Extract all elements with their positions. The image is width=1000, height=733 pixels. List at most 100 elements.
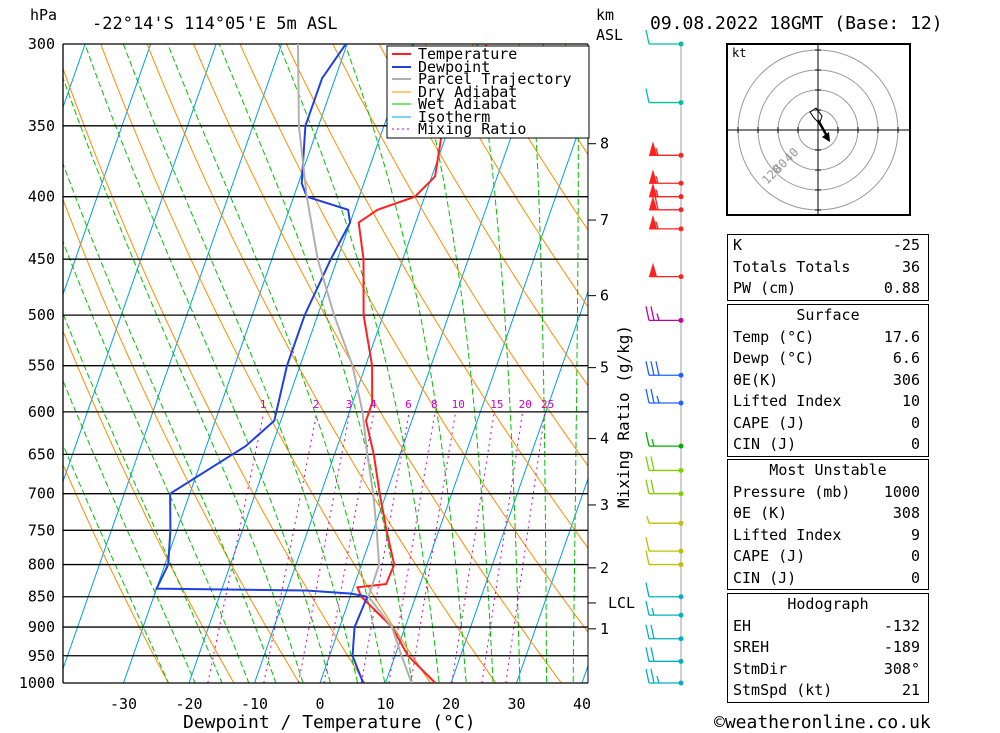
dry-adiabat-line xyxy=(63,67,366,683)
pressure-unit: hPa xyxy=(30,6,57,24)
pressure-tick-label: 350 xyxy=(28,117,55,135)
wet-adiabat-line xyxy=(167,44,386,683)
x-tick-label: -20 xyxy=(175,695,202,713)
pressure-tick-label: 900 xyxy=(28,618,55,636)
index-row: EH -132 xyxy=(733,616,920,635)
pressure-tick-label: 650 xyxy=(28,445,55,463)
wind-barb xyxy=(645,388,681,404)
index-row: K -25 xyxy=(733,236,920,254)
x-axis-label: Dewpoint / Temperature (°C) xyxy=(183,712,476,733)
height-km-label: 3 xyxy=(600,496,609,514)
wind-barb xyxy=(645,647,681,662)
indices-table-basic: K -25 Totals Totals 36 PW (cm) 0.88 xyxy=(727,234,929,301)
x-tick-label: 0 xyxy=(315,695,324,713)
wind-barb xyxy=(646,516,681,524)
height-km-label: 8 xyxy=(600,135,609,153)
mixing-ratio-label: 4 xyxy=(370,398,377,411)
wind-barb xyxy=(649,169,681,184)
wind-barb xyxy=(649,262,681,278)
x-tick-label: 40 xyxy=(573,695,591,713)
wind-barb xyxy=(645,456,681,472)
index-row: CAPE (J) 0 xyxy=(733,547,920,565)
index-row: Lifted Index 9 xyxy=(733,525,920,544)
wind-barb xyxy=(645,582,681,598)
indices-table-surface: Surface Temp (°C) 17.6 Dewp (°C) 6.6 θE(K)… xyxy=(727,304,929,457)
mixing-ratio-label: 6 xyxy=(405,398,412,411)
wet-adiabat-line xyxy=(122,44,359,683)
pressure-tick-label: 400 xyxy=(28,188,55,206)
hodograph-unit: kt xyxy=(732,46,746,60)
index-row: CAPE (J) 0 xyxy=(733,413,920,432)
legend-parcel: Parcel Trajectory xyxy=(418,70,572,88)
mixing-ratio-line xyxy=(505,411,546,683)
dry-adiabat-line xyxy=(63,198,300,683)
dry-adiabat-line xyxy=(471,44,588,231)
wind-barb xyxy=(645,361,681,376)
dry-adiabat-line xyxy=(192,44,563,683)
x-tick-label: 30 xyxy=(507,695,525,713)
x-tick-label: -30 xyxy=(110,695,137,713)
temperature-line xyxy=(355,44,488,683)
isotherm-line xyxy=(63,44,217,484)
isotherm-line xyxy=(450,290,588,683)
isotherm-line xyxy=(188,44,414,683)
hodograph-trace xyxy=(809,107,823,127)
wind-barb xyxy=(645,29,681,45)
mixing-ratio-line xyxy=(360,411,410,683)
wind-barb xyxy=(649,214,681,230)
index-row: Pressure (mb) 1000 xyxy=(733,482,920,501)
index-row: Totals Totals 36 xyxy=(733,257,920,276)
legend-wet-adiabat: Wet Adiabat xyxy=(418,95,517,113)
height-km-label: LCL xyxy=(608,594,635,612)
index-row: SREH -189 xyxy=(733,638,920,656)
wind-barb xyxy=(645,306,681,322)
height-km-label: 7 xyxy=(600,211,609,229)
datetime: 09.08.2022 18GMT (Base: 12) xyxy=(650,13,943,34)
wind-barb xyxy=(645,550,681,566)
mixing-ratio-line xyxy=(481,411,524,683)
index-row: CIN (J) 0 xyxy=(733,435,920,453)
wet-adiabat-line xyxy=(63,76,304,683)
mixing-ratio-label: 10 xyxy=(452,398,465,411)
dewpoint-line xyxy=(155,44,369,683)
location-title: -22°14'S 114°05'E 5m ASL xyxy=(92,14,338,34)
legend-isotherm: Isotherm xyxy=(418,108,490,126)
index-row: θE (K) 308 xyxy=(733,504,920,522)
pressure-tick-label: 1000 xyxy=(19,674,55,692)
pressure-tick-label: 800 xyxy=(28,556,55,574)
legend-mixing-ratio: Mixing Ratio xyxy=(418,120,526,138)
dry-adiabat-line xyxy=(332,44,588,467)
mixing-ratio-line xyxy=(323,411,375,683)
index-row: Dewp (°C) 6.6 xyxy=(733,349,920,367)
wind-barb xyxy=(649,141,681,156)
wind-barb xyxy=(645,479,681,495)
wet-adiabat-line xyxy=(218,44,413,683)
height-unit-km: km xyxy=(596,6,614,24)
isotherm-line xyxy=(122,44,348,683)
legend-dewpoint: Dewpoint xyxy=(418,58,490,76)
wind-barb xyxy=(645,668,681,684)
index-row: StmSpd (kt) 21 xyxy=(733,681,920,699)
storm-motion-arrowhead xyxy=(822,132,830,142)
mixing-ratio-line xyxy=(207,411,265,683)
mixing-ratio-line xyxy=(410,411,457,683)
index-row: Lifted Index 10 xyxy=(733,392,920,410)
index-row: PW (cm) 0.88 xyxy=(733,279,920,297)
pressure-tick-label: 500 xyxy=(28,306,55,324)
pressure-tick-label: 950 xyxy=(28,647,55,665)
height-unit-asl: ASL xyxy=(596,26,623,44)
wet-adiabat-line xyxy=(63,312,223,683)
dry-adiabat-line xyxy=(425,44,588,308)
legend-temperature: Temperature xyxy=(418,45,517,63)
x-tick-label: 10 xyxy=(376,695,394,713)
mixing-ratio-label: 3 xyxy=(346,398,353,411)
x-tick-label: 20 xyxy=(442,695,460,713)
dry-adiabat-line xyxy=(285,44,588,549)
pressure-tick-label: 300 xyxy=(28,35,55,53)
wet-adiabat-line xyxy=(63,162,277,683)
mixing-ratio-label: 1 xyxy=(260,398,267,411)
height-km-label: 2 xyxy=(600,559,609,577)
dry-adiabat-line xyxy=(146,44,497,683)
mixing-ratio-line xyxy=(297,411,351,683)
wet-adiabat-line xyxy=(63,240,250,683)
